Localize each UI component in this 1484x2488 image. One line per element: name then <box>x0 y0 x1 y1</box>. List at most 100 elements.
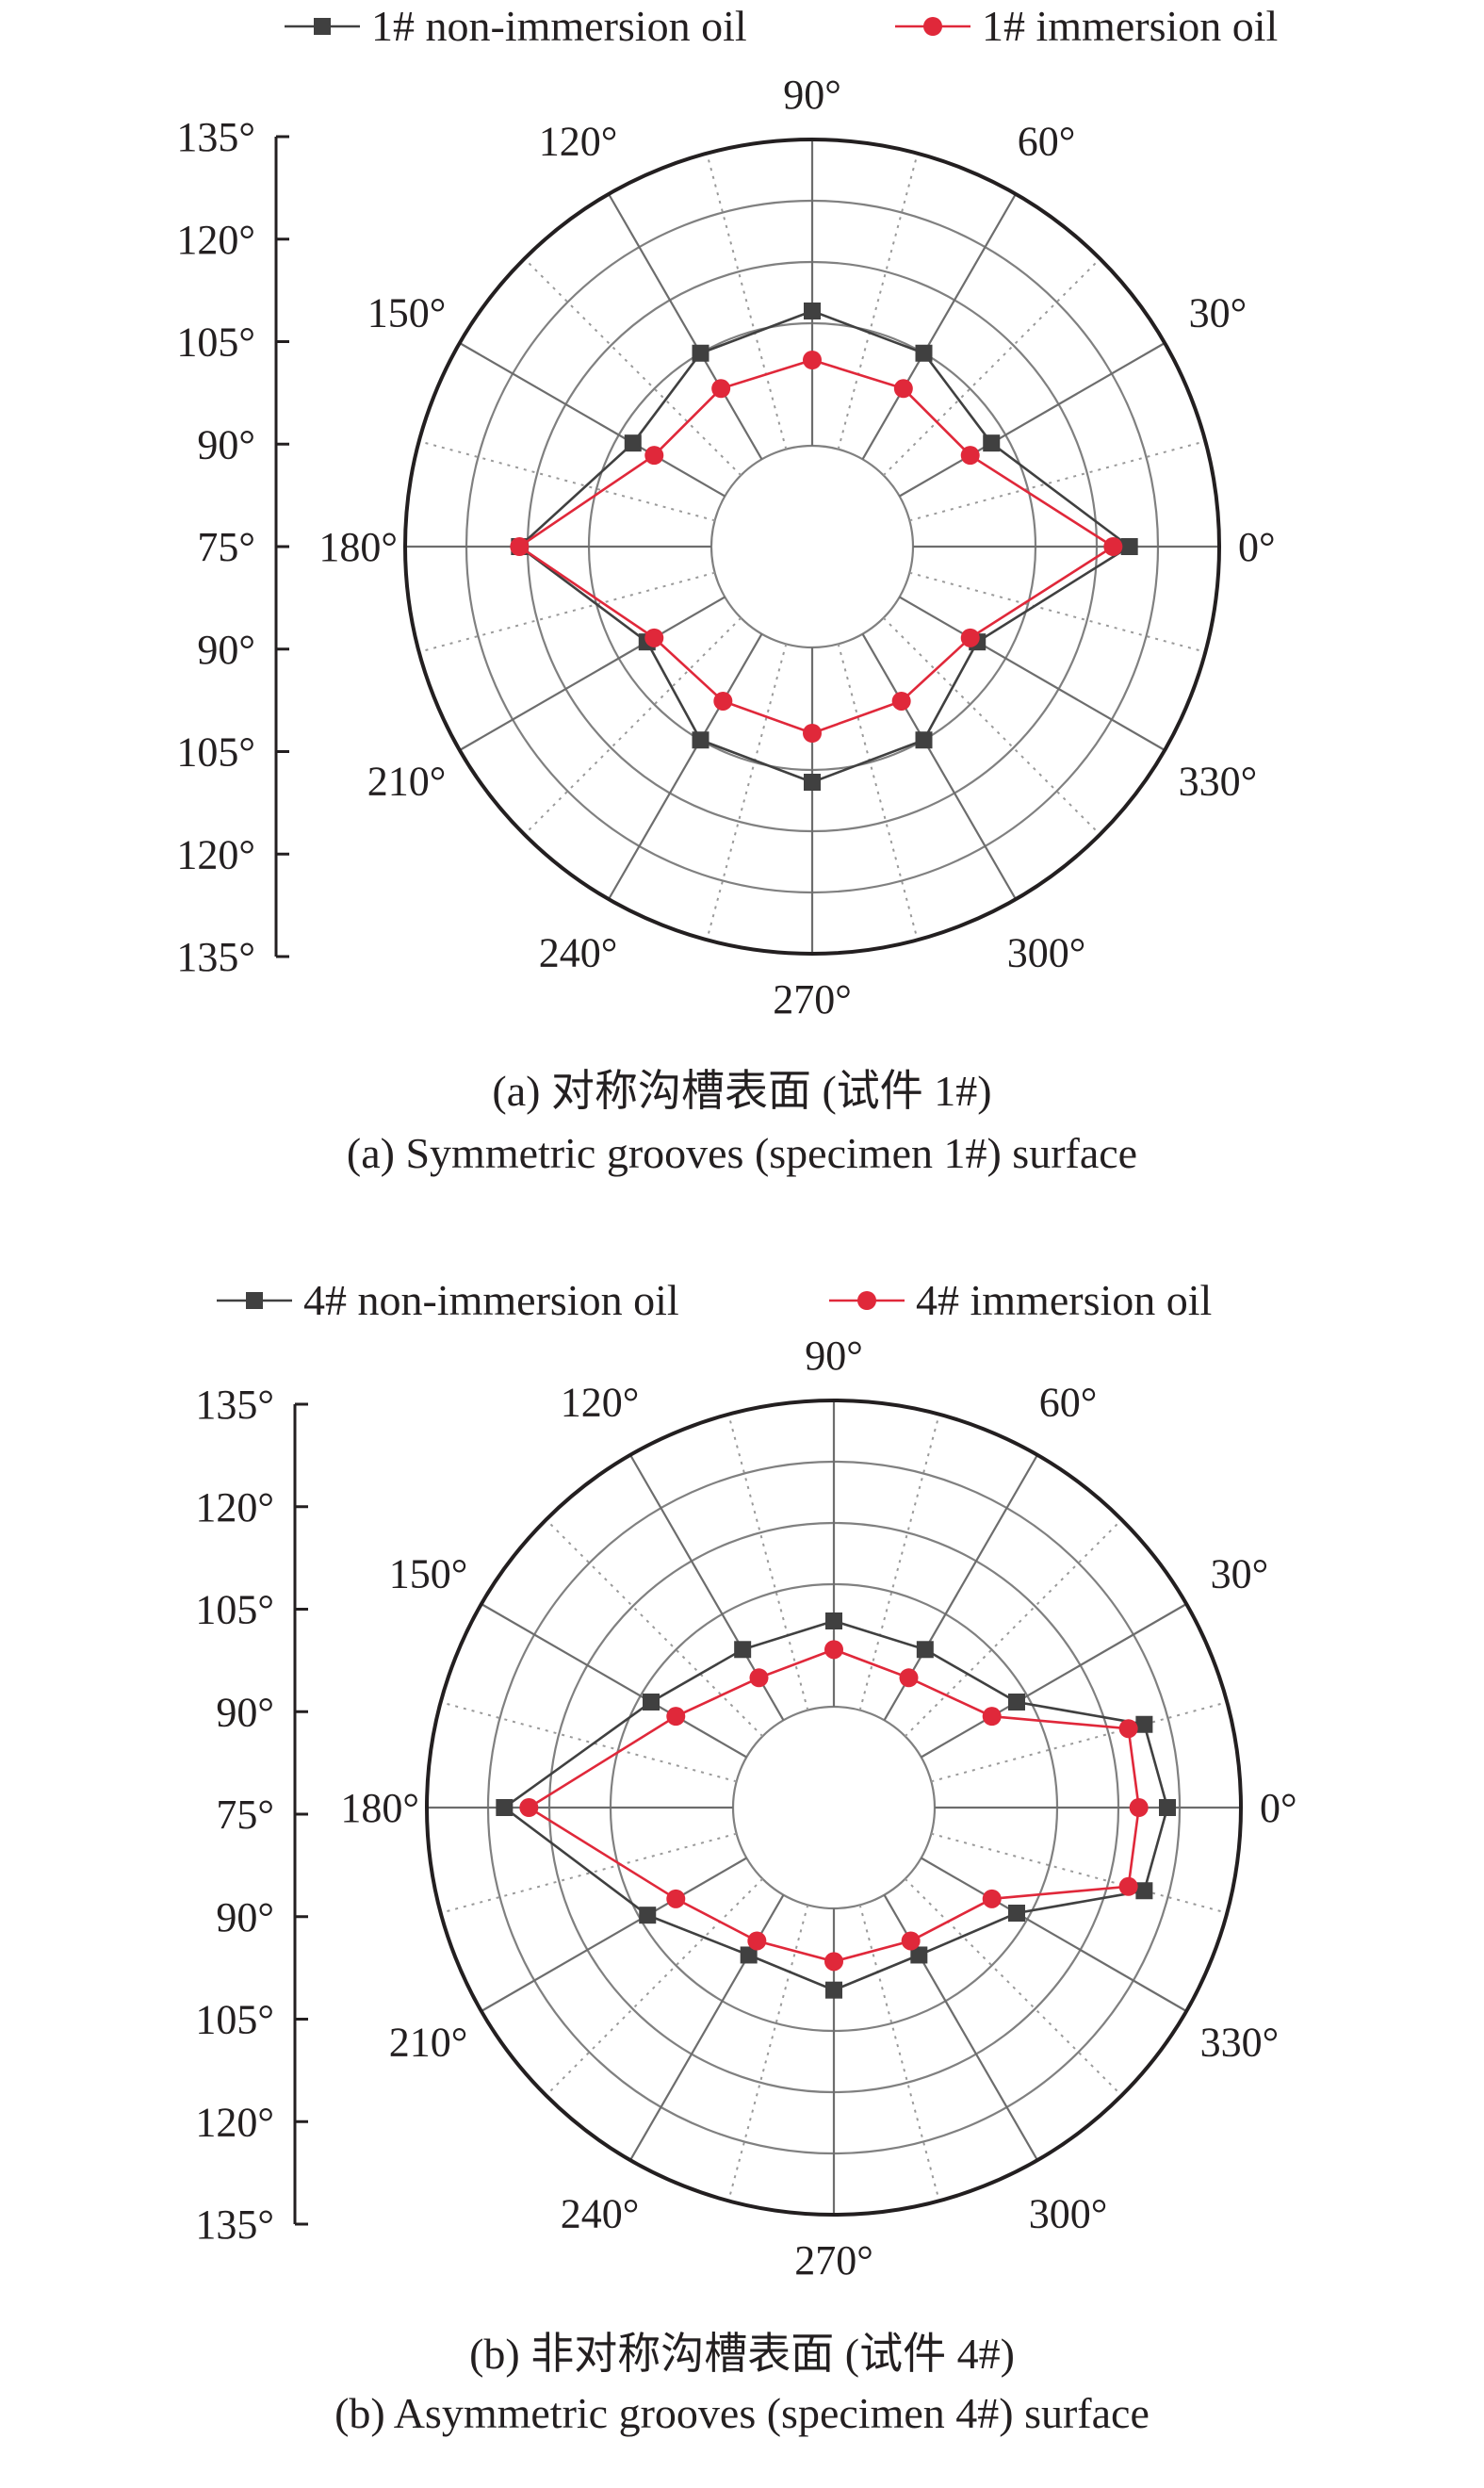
angle-tick-label: 210° <box>367 759 447 805</box>
data-point-square <box>825 1612 842 1629</box>
grid-spoke-minor <box>440 1701 737 1783</box>
grid-spoke-minor <box>727 1905 809 2202</box>
radial-tick-label: 105° <box>176 319 255 366</box>
angle-tick-label: 120° <box>539 119 618 165</box>
data-point-circle <box>1103 537 1123 556</box>
grid-spoke-minor <box>706 153 788 450</box>
grid-spoke-minor <box>904 1518 1123 1738</box>
data-point-square <box>734 1641 752 1659</box>
data-point-circle <box>960 446 980 466</box>
caption-a-en: (a) Symmetric grooves (specimen 1#) surf… <box>346 1129 1138 1177</box>
data-point-circle <box>982 1707 1002 1727</box>
data-point-square <box>915 344 933 362</box>
grid-spoke-minor <box>545 1877 764 2097</box>
data-point-circle <box>901 1931 921 1951</box>
series-line-1 <box>502 1619 1169 1992</box>
data-point-circle <box>644 446 664 466</box>
data-point-circle <box>749 1668 769 1688</box>
data-point-circle <box>1118 1719 1138 1739</box>
grid-spoke <box>459 596 726 751</box>
grid-spoke-minor <box>909 571 1206 653</box>
radial-tick-label: 135° <box>195 2202 274 2248</box>
data-point-circle <box>899 1668 919 1688</box>
angle-tick-label: 0° <box>1238 524 1276 570</box>
data-point-square <box>804 774 821 791</box>
radial-tick-label: 90° <box>197 627 255 673</box>
radial-tick-label: 75° <box>216 1792 274 1838</box>
grid-spoke <box>608 633 763 900</box>
radial-tick-label: 90° <box>197 421 255 467</box>
legend-label: 4# immersion oil <box>916 1276 1212 1324</box>
data-point-square <box>910 1946 928 1964</box>
radial-tick-label: 120° <box>176 831 255 877</box>
grid-spoke-minor <box>440 1832 737 1914</box>
legend-circle-marker <box>857 1291 876 1310</box>
angle-tick-label: 300° <box>1029 2190 1108 2236</box>
data-point-square <box>643 1694 660 1710</box>
grid-spoke <box>861 633 1017 900</box>
radial-tick-label: 135° <box>176 114 255 160</box>
angle-tick-label: 90° <box>783 72 841 118</box>
data-point-square <box>916 1641 934 1659</box>
grid-spoke-minor <box>837 644 919 941</box>
data-point-circle <box>1129 1798 1149 1817</box>
data-point-circle <box>747 1931 767 1951</box>
angle-tick-label: 30° <box>1211 1551 1269 1597</box>
angle-tick-label: 270° <box>794 2237 873 2283</box>
grid-spoke-minor <box>706 644 788 941</box>
grid-spoke-minor <box>882 616 1101 836</box>
data-point-circle <box>824 1640 843 1660</box>
data-point-square <box>692 731 709 749</box>
data-point-square <box>983 434 1001 452</box>
grid-spoke <box>459 342 726 498</box>
angle-tick-label: 180° <box>340 1785 419 1831</box>
data-point-circle <box>1118 1876 1138 1896</box>
angle-tick-label: 240° <box>561 2190 640 2236</box>
radial-tick-label: 90° <box>216 1689 274 1735</box>
grid-spoke-minor <box>545 1518 764 1738</box>
grid-spoke-minor <box>904 1877 1123 2097</box>
legend-label: 4# non-immersion oil <box>303 1276 679 1324</box>
data-point-circle <box>803 724 822 743</box>
legend-circle-marker <box>923 17 942 36</box>
data-point-square <box>1007 1905 1025 1922</box>
data-point-circle <box>893 379 913 399</box>
legend-square-marker <box>246 1292 263 1309</box>
data-point-circle <box>711 379 731 399</box>
data-point-square <box>1159 1799 1176 1816</box>
grid-spoke-minor <box>931 1832 1228 1914</box>
grid-spoke-minor <box>858 1905 940 2202</box>
grid-spoke <box>899 342 1166 498</box>
chart-panel-b: 0° 30° 60° 90° 120° 150° 180° 210° 240° 270° 300° 3… <box>0 1263 1484 2488</box>
radial-tick-label: 90° <box>216 1894 274 1940</box>
data-point-square <box>639 1907 657 1924</box>
data-point-square <box>496 1799 514 1816</box>
data-point-circle <box>824 1952 843 1972</box>
radial-tick-label: 135° <box>195 1382 274 1428</box>
angle-tick-label: 330° <box>1179 759 1258 805</box>
data-point-square <box>1135 1715 1153 1733</box>
data-point-square <box>1007 1694 1025 1710</box>
data-point-square <box>825 1981 842 1999</box>
radial-tick-label: 105° <box>195 1997 274 2043</box>
grid-spoke <box>861 193 1017 460</box>
caption-b-cn: (b) 非对称沟槽表面 (试件 4#) <box>469 2330 1015 2378</box>
data-point-circle <box>519 1798 539 1817</box>
grid-spoke <box>481 1603 747 1759</box>
grid-spoke-minor <box>909 440 1206 522</box>
grid-spoke-minor <box>931 1701 1228 1783</box>
radial-tick-label: 120° <box>195 1484 274 1530</box>
data-point-square <box>740 1946 758 1964</box>
legend-square-marker <box>314 18 331 35</box>
data-point-circle <box>644 628 664 647</box>
outer-circle <box>403 138 1221 956</box>
angle-tick-label: 90° <box>805 1333 863 1379</box>
data-point-square <box>692 344 709 362</box>
angle-tick-label: 60° <box>1018 119 1076 165</box>
grid-spoke-minor <box>727 1414 809 1710</box>
caption-a-cn: (a) 对称沟槽表面 (试件 1#) <box>492 1067 992 1115</box>
inner-circle <box>731 1705 937 1910</box>
grid-spoke-minor <box>523 616 742 836</box>
grid-spoke-minor <box>418 440 715 522</box>
data-point-circle <box>666 1707 686 1727</box>
